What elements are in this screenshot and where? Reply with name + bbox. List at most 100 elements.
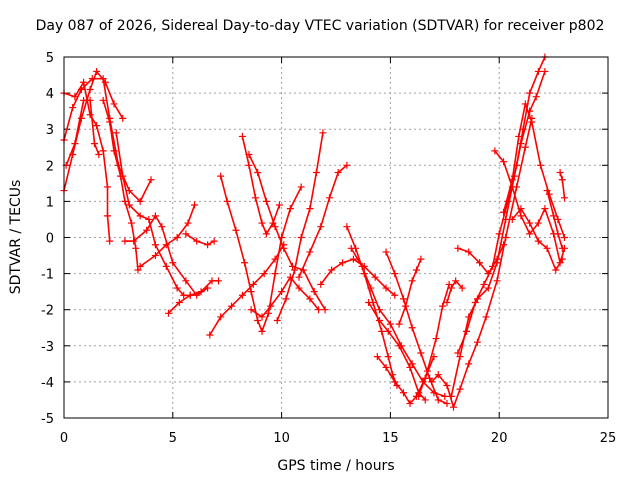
data-point: [473, 338, 481, 346]
data-point: [241, 259, 249, 267]
data-point: [249, 280, 257, 288]
data-point: [556, 169, 564, 177]
data-point: [443, 298, 451, 306]
data-point: [417, 255, 425, 263]
data-point: [482, 313, 490, 321]
data-point: [434, 396, 442, 404]
data-point: [465, 248, 473, 256]
data-point: [184, 219, 192, 227]
series-track-35: [556, 169, 568, 202]
data-point: [491, 147, 499, 155]
data-point: [125, 201, 133, 209]
data-point: [378, 327, 386, 335]
track-line: [63, 77, 152, 203]
data-point: [127, 219, 135, 227]
y-tick-label: -5: [41, 412, 54, 427]
data-point: [93, 122, 101, 130]
data-point: [151, 212, 159, 220]
track-line: [209, 243, 285, 336]
data-point: [554, 215, 562, 223]
data-point: [245, 150, 253, 158]
data-point: [382, 284, 390, 292]
data-point: [245, 161, 253, 169]
data-point: [399, 295, 407, 303]
data-point: [232, 226, 240, 234]
data-point: [502, 234, 510, 241]
track-line: [320, 258, 396, 297]
y-tick-label: 0: [46, 232, 54, 247]
data-point: [125, 187, 133, 195]
track-line: [494, 150, 566, 264]
data-point: [537, 161, 545, 169]
data-point: [484, 270, 492, 278]
data-point: [560, 234, 568, 241]
data-point: [376, 317, 384, 325]
data-point: [110, 100, 118, 108]
data-point: [445, 280, 453, 288]
data-point: [517, 212, 525, 220]
data-point: [145, 215, 153, 223]
data-point: [271, 223, 279, 231]
track-line: [185, 233, 215, 246]
data-point: [465, 360, 473, 368]
data-point: [534, 219, 542, 227]
data-point: [238, 291, 246, 299]
data-point: [71, 93, 79, 101]
y-tick-label: 1: [46, 195, 54, 210]
data-point: [119, 114, 127, 122]
chart-title: Day 087 of 2026, Sidereal Day-to-day VTE…: [36, 18, 605, 34]
data-point: [321, 306, 329, 314]
data-point: [391, 291, 399, 299]
track-line: [457, 56, 546, 354]
data-point: [495, 230, 503, 238]
series-track-32: [500, 100, 568, 241]
data-point: [273, 317, 281, 325]
data-point: [223, 197, 231, 205]
x-tick-label: 10: [273, 431, 290, 446]
data-point: [260, 270, 268, 278]
series-track-10: [182, 230, 218, 249]
y-tick-label: 3: [46, 123, 54, 138]
data-point: [534, 67, 542, 75]
data-point: [186, 291, 194, 299]
data-point: [428, 378, 436, 386]
data-point: [206, 331, 214, 339]
series-track-18: [317, 255, 399, 299]
data-point: [432, 335, 440, 343]
data-point: [447, 392, 455, 400]
data-point: [541, 205, 549, 213]
data-point: [254, 169, 262, 177]
track-line: [248, 153, 326, 311]
data-point: [500, 241, 508, 249]
data-point: [93, 67, 101, 75]
data-point: [443, 382, 451, 390]
data-point: [526, 230, 534, 238]
data-point: [528, 118, 536, 126]
data-point: [134, 266, 142, 274]
data-point: [121, 237, 129, 245]
data-point: [339, 259, 347, 267]
data-point: [162, 241, 170, 249]
x-tick-label: 25: [600, 431, 617, 446]
track-line: [346, 225, 398, 387]
data-point: [558, 255, 566, 263]
series-track-12: [217, 172, 305, 335]
track-line: [457, 243, 505, 275]
data-point: [312, 169, 320, 177]
x-tick-label: 20: [491, 431, 508, 446]
data-point: [373, 353, 381, 361]
data-point: [258, 219, 266, 227]
y-tick-label: 4: [46, 87, 54, 102]
track-line: [115, 132, 191, 297]
series-track-25: [415, 280, 453, 400]
data-point: [508, 176, 516, 184]
data-point: [476, 259, 484, 267]
series-track-24: [395, 255, 425, 328]
series-track-30: [454, 241, 508, 278]
data-point: [112, 129, 120, 137]
data-point: [136, 212, 144, 220]
data-point: [143, 226, 151, 234]
data-point: [90, 140, 98, 148]
data-point: [413, 266, 421, 274]
data-point: [543, 187, 551, 195]
